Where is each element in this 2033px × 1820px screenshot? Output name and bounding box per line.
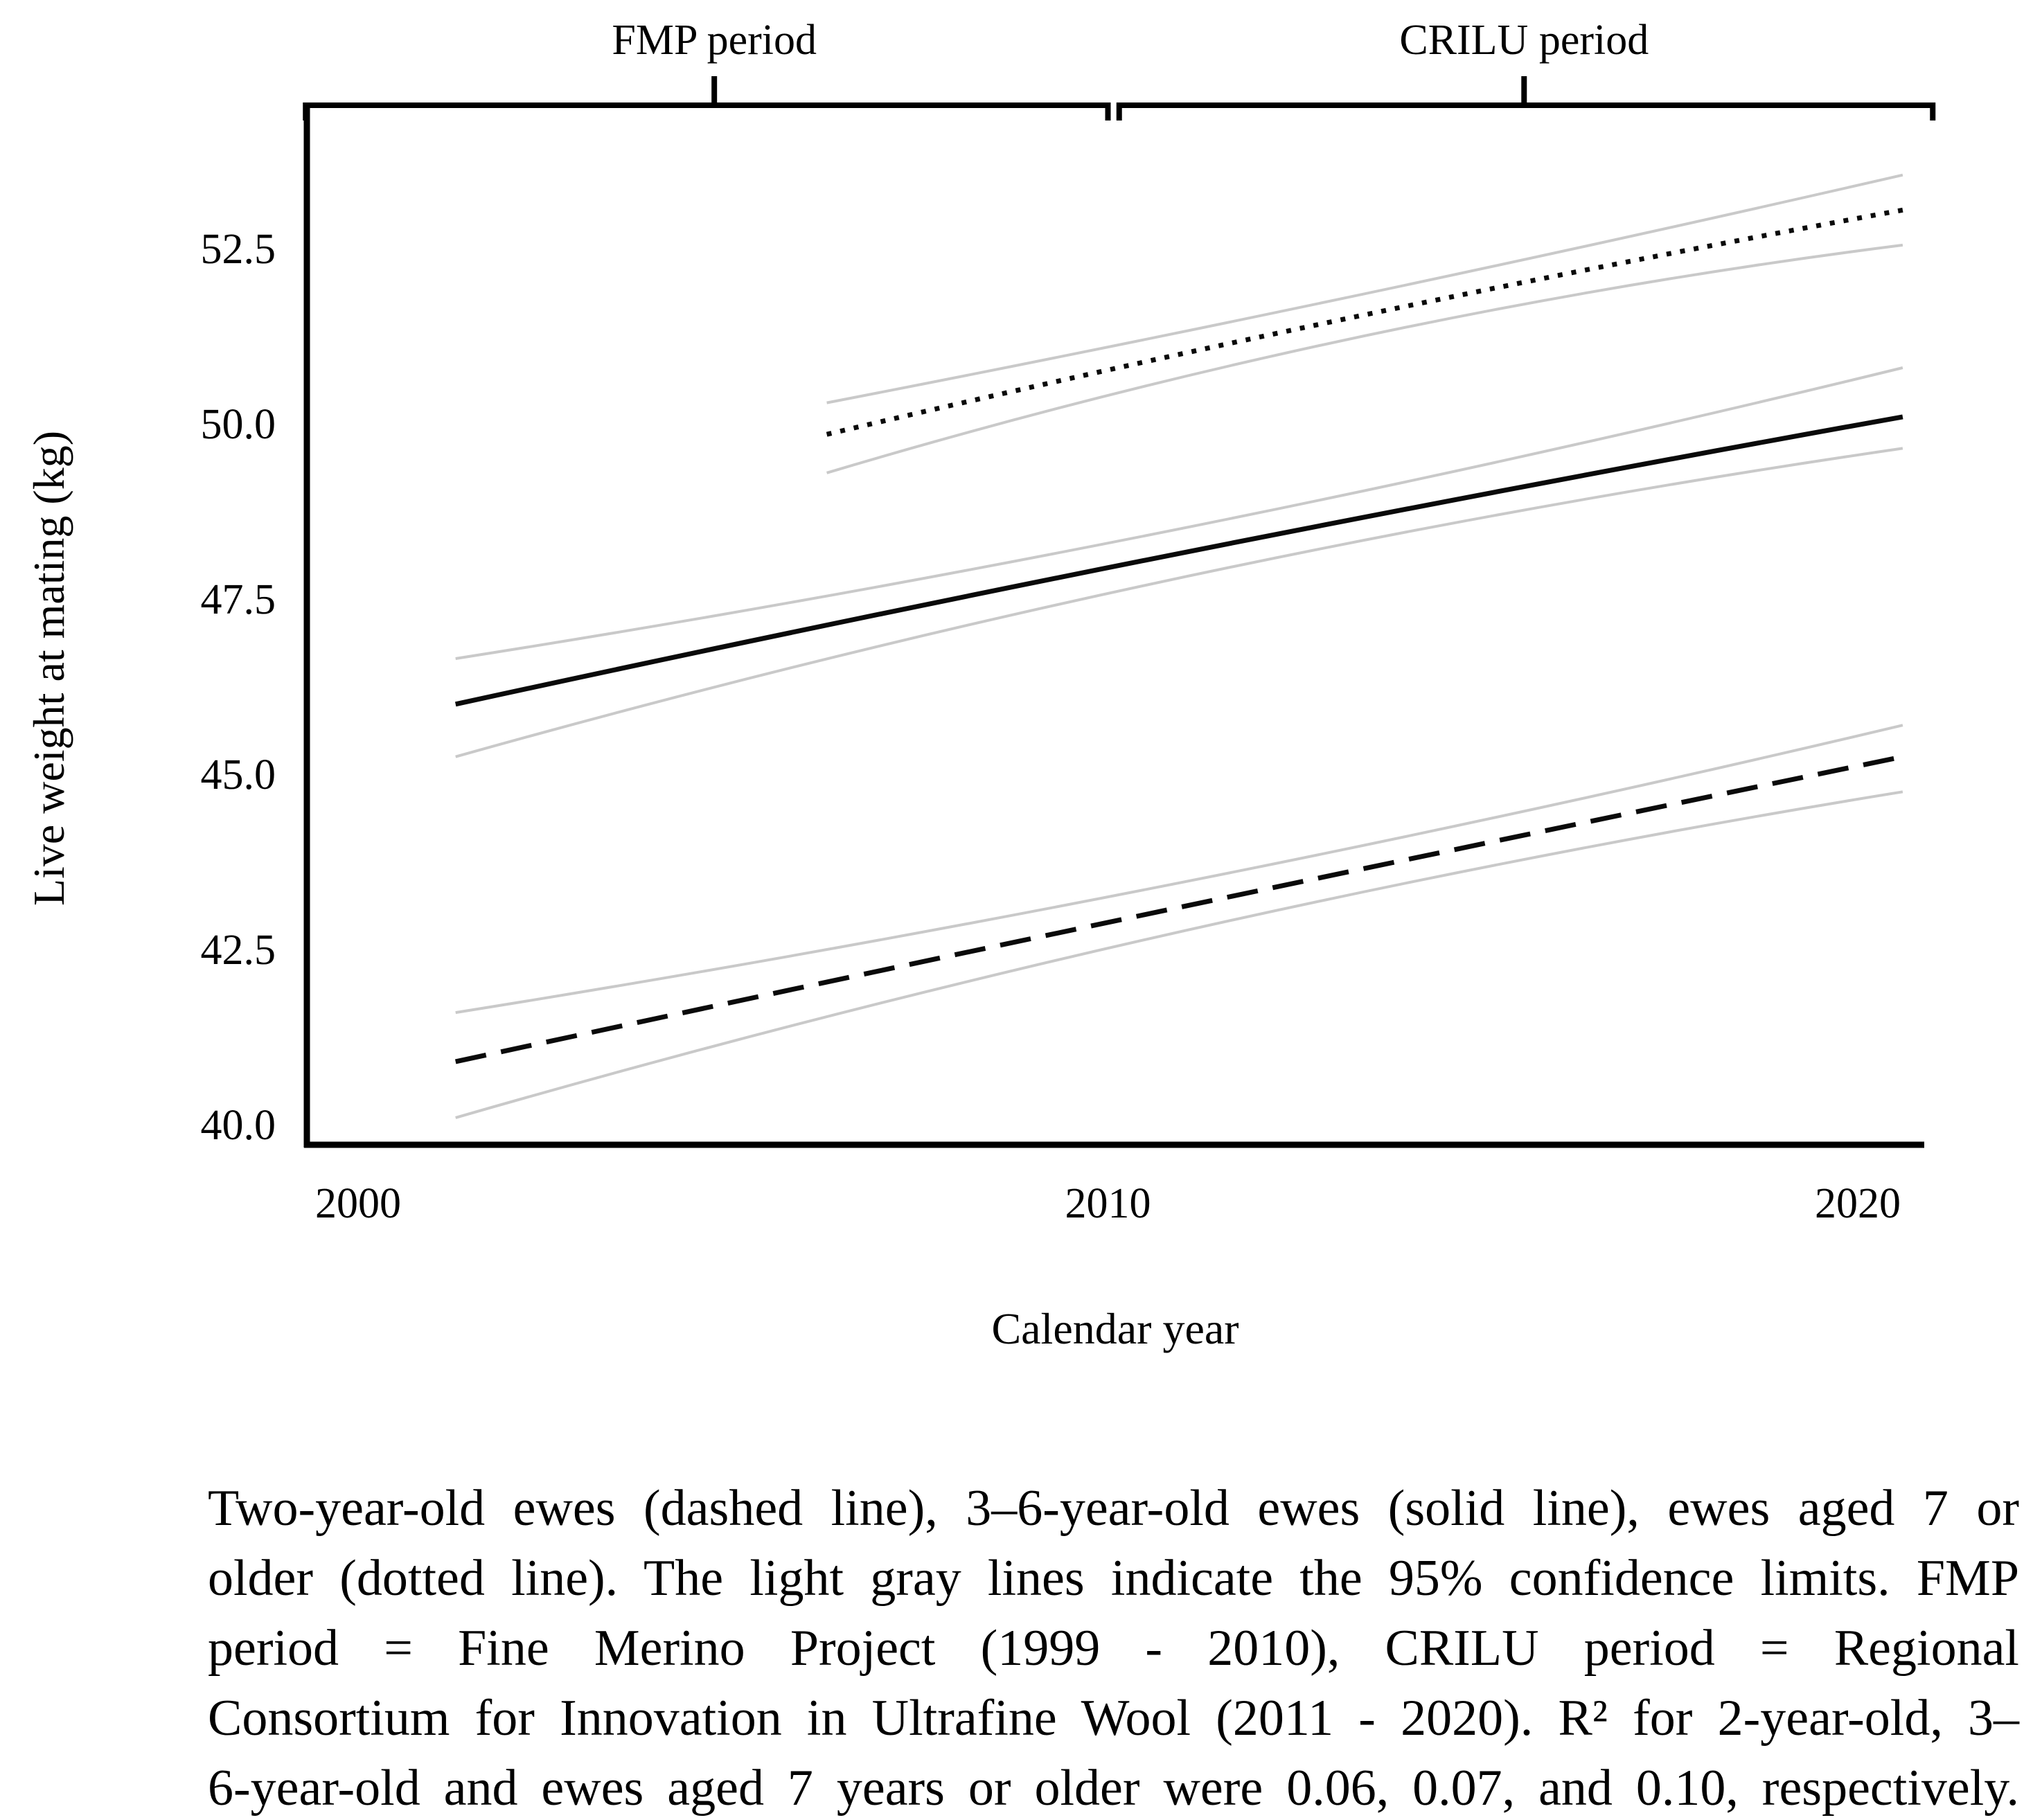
ci-upper-line-dashed <box>455 724 1903 1015</box>
caption-line: older (dotted line). The light gray line… <box>208 1550 2019 1607</box>
y-tick-label: 47.5 <box>201 576 276 623</box>
bracket-fmp-line <box>303 102 1111 121</box>
trend-line-dashed <box>454 754 1903 1064</box>
y-axis-title: Live weight at mating (kg) <box>24 431 73 906</box>
crilu-period-bracket <box>1116 76 1936 121</box>
ci-lower-line-dashed <box>455 790 1903 1119</box>
crilu-period-label: CRILU period <box>1399 17 1649 64</box>
caption-line: Consortium for Innovation in Ultrafine W… <box>208 1690 2019 1747</box>
y-tick-label: 52.5 <box>201 226 276 273</box>
y-tick-label: 45.0 <box>201 751 276 799</box>
ci-upper-line-dotted <box>826 173 1903 404</box>
y-axis-tick-labels: 52.5 50.0 47.5 45.0 42.5 40.0 <box>201 226 276 1149</box>
y-tick-label: 42.5 <box>201 927 276 974</box>
figure-caption: Two-year-old ewes (dashed line), 3–6-yea… <box>208 1474 2019 1820</box>
caption-line: period = Fine Merino Project (1999 - 201… <box>208 1620 2019 1677</box>
x-tick-label: 2000 <box>315 1180 401 1227</box>
trend-line-solid <box>454 414 1903 707</box>
trend-lines-layer <box>454 173 1903 1119</box>
ci-lower-line-solid <box>455 447 1903 758</box>
y-tick-label: 50.0 <box>201 401 276 448</box>
x-tick-label: 2020 <box>1815 1180 1901 1227</box>
x-tick-label: 2010 <box>1065 1180 1151 1227</box>
y-tick-label: 40.0 <box>201 1102 276 1149</box>
x-axis-title: Calendar year <box>991 1304 1239 1353</box>
x-axis-tick-labels: 2000 2010 2020 <box>315 1180 1901 1227</box>
fmp-period-bracket <box>303 76 1111 121</box>
bracket-crilu-line <box>1116 102 1936 121</box>
fmp-period-label: FMP period <box>612 17 817 64</box>
caption-line: 6-year-old and ewes aged 7 years or olde… <box>208 1760 2019 1817</box>
trend-line-dotted <box>826 207 1903 437</box>
caption-line: Two-year-old ewes (dashed line), 3–6-yea… <box>208 1480 2019 1537</box>
ci-upper-line-solid <box>455 366 1903 660</box>
ci-lower-line-dotted <box>826 243 1903 474</box>
